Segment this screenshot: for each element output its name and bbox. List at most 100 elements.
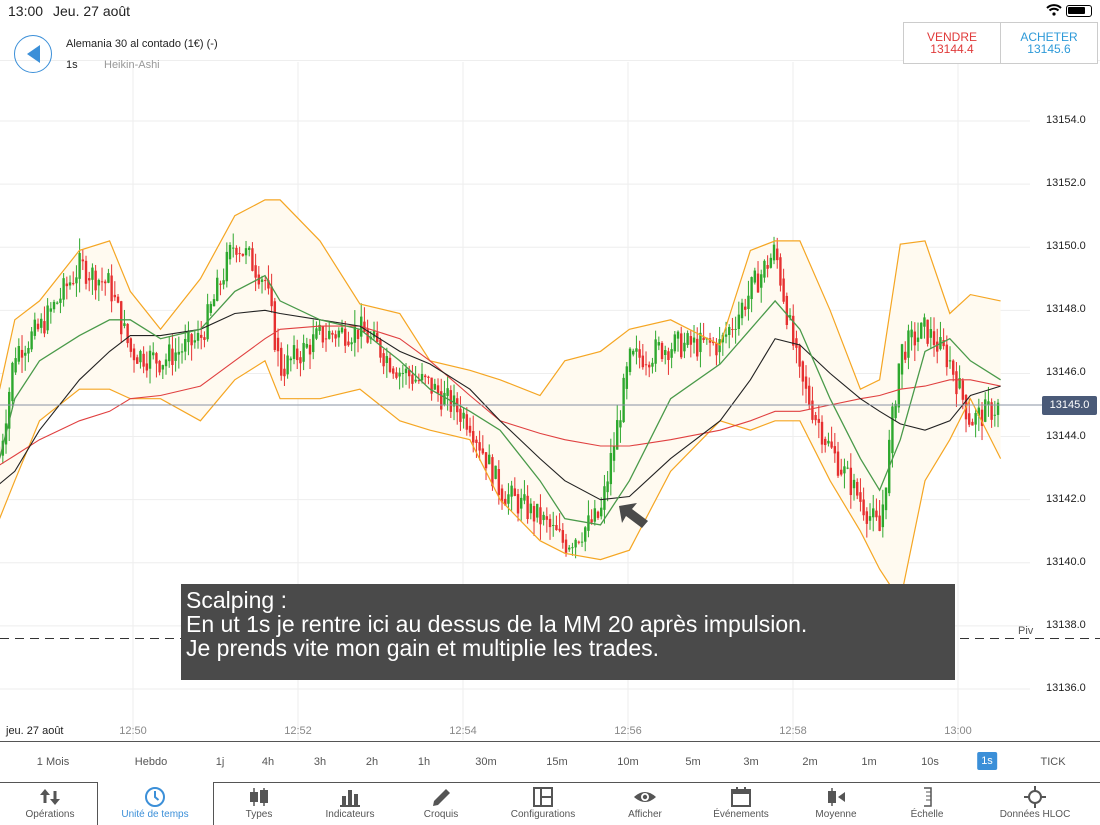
bollinger-lower-line — [0, 359, 1002, 603]
toolbar-buy-sell-arrows-button[interactable]: Opérations — [2, 782, 98, 825]
toolbar-layout-button[interactable]: Configurations — [488, 782, 598, 825]
candle-body — [840, 469, 843, 475]
trade-panel: VENDRE 13144.4 ACHETER 13145.6 — [903, 22, 1098, 64]
candle-body — [667, 351, 670, 360]
candle-body — [638, 349, 641, 358]
candle-body — [750, 277, 753, 300]
y-tick-label: 13150.0 — [1046, 240, 1086, 253]
candle-body — [545, 516, 549, 520]
candle-body — [932, 331, 936, 346]
candle-body — [68, 282, 72, 286]
candle-body — [891, 406, 894, 454]
back-button[interactable] — [14, 35, 52, 73]
candle-body — [769, 257, 773, 268]
candle-body — [843, 466, 846, 474]
timeframe-tick[interactable]: TICK — [1040, 756, 1066, 768]
timeframe-3h[interactable]: 3h — [313, 756, 327, 768]
toolbar-scale-button[interactable]: Échelle — [887, 782, 967, 825]
candle-body — [100, 281, 104, 283]
candle-body — [155, 353, 158, 364]
candle-body — [8, 391, 11, 429]
timeframe-15m[interactable]: 15m — [546, 756, 568, 768]
candle-body — [110, 275, 113, 302]
candle-body — [564, 539, 568, 553]
toolbar-candles-button[interactable]: Types — [219, 782, 299, 825]
toolbar-label: Indicateurs — [325, 809, 375, 820]
x-tick-label: 12:56 — [614, 725, 642, 737]
x-tick-label: 12:50 — [119, 725, 147, 737]
candle-body — [184, 338, 187, 352]
timeframe-5m[interactable]: 5m — [685, 756, 701, 768]
candle-body — [388, 357, 392, 372]
candle-body — [414, 379, 417, 382]
candle-body — [72, 283, 75, 285]
toolbar-average-button[interactable]: Moyenne — [791, 782, 881, 825]
toolbar-clock-button[interactable]: Unité de temps — [98, 782, 212, 825]
timeframe-1h[interactable]: 1h — [417, 756, 431, 768]
timeframe-1s[interactable]: 1s — [977, 752, 997, 770]
candle-body — [49, 308, 53, 312]
candle-body — [628, 348, 632, 373]
battery-icon — [1066, 5, 1092, 17]
toolbar-label: Moyenne — [815, 809, 857, 820]
timeframe-2h[interactable]: 2h — [365, 756, 379, 768]
candle-body — [772, 244, 776, 261]
timeframe-10s[interactable]: 10s — [921, 756, 939, 768]
candle-body — [776, 248, 779, 261]
candle-body — [788, 315, 792, 318]
timeframe-1j[interactable]: 1j — [215, 756, 225, 768]
y-tick-label: 13146.0 — [1046, 366, 1086, 379]
candle-body — [596, 511, 600, 518]
candle-body — [942, 340, 945, 347]
timeframe-1-mois[interactable]: 1 Mois — [36, 756, 70, 768]
toolbar-pencil-button[interactable]: Croquis — [401, 782, 481, 825]
candle-body — [945, 344, 949, 368]
toolbar-eye-button[interactable]: Afficher — [605, 782, 685, 825]
toolbar-bar-chart-button[interactable]: Indicateurs — [305, 782, 395, 825]
timeframe-hebdo[interactable]: Hebdo — [134, 756, 168, 768]
toolbar-crosshair-button[interactable]: Données HLOC — [975, 782, 1095, 825]
candle-body — [84, 260, 88, 284]
toolbar-calendar-button[interactable]: Événements — [696, 782, 786, 825]
candle-body — [801, 361, 805, 382]
timeframe-2m[interactable]: 2m — [802, 756, 818, 768]
x-tick-label: 13:00 — [944, 725, 972, 737]
candle-body — [484, 452, 488, 469]
candle-body — [715, 342, 718, 356]
buy-button[interactable]: ACHETER 13145.6 — [1000, 23, 1097, 63]
candle-body — [228, 244, 232, 260]
candle-body — [91, 267, 94, 280]
timeframe-3m[interactable]: 3m — [743, 756, 759, 768]
sell-price: 13144.4 — [930, 42, 974, 56]
timeframe-4h[interactable]: 4h — [261, 756, 275, 768]
toolbar-label: Données HLOC — [999, 809, 1071, 820]
y-tick-label: 13144.0 — [1046, 429, 1086, 442]
candle-body — [174, 352, 177, 361]
candle-body — [641, 355, 645, 368]
candle-body — [785, 295, 789, 325]
candle-body — [193, 340, 197, 343]
candle-body — [321, 326, 325, 343]
candle-body — [408, 369, 411, 377]
sell-button[interactable]: VENDRE 13144.4 — [904, 23, 1000, 63]
candle-body — [760, 274, 763, 288]
annotation-line: Je prends vite mon gain et multiplie les… — [186, 635, 660, 661]
timeframe-10m[interactable]: 10m — [617, 756, 639, 768]
candle-body — [139, 351, 142, 363]
candle-body — [529, 503, 533, 514]
candle-body — [222, 280, 225, 285]
candle-body — [734, 328, 737, 330]
candle-body — [81, 259, 85, 262]
candle-body — [136, 357, 139, 364]
timeframe-1m[interactable]: 1m — [861, 756, 877, 768]
candle-body — [334, 334, 337, 339]
candle-body — [468, 425, 472, 433]
candle-body — [292, 345, 296, 359]
candle-body — [235, 247, 238, 255]
candle-body — [836, 451, 840, 476]
candle-body — [472, 431, 475, 443]
date-label: jeu. 27 août — [6, 725, 64, 737]
candle-body — [753, 270, 757, 283]
timeframe-30m[interactable]: 30m — [475, 756, 497, 768]
